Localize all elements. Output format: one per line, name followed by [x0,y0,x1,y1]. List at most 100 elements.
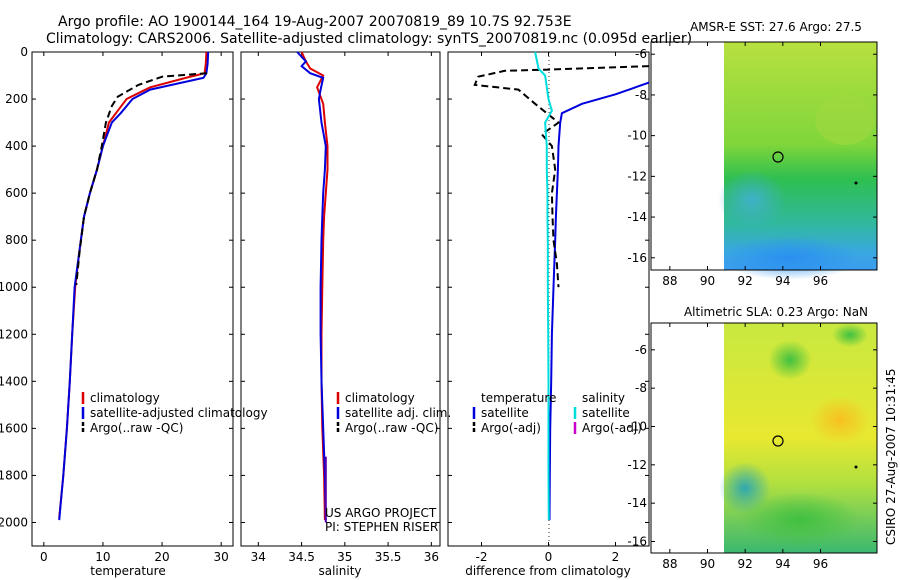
x-tick-label: 35.5 [375,550,402,564]
legend-label-sal-satellite: satellite [582,406,630,420]
sla-map-title: Altimetric SLA: 0.23 Argo: NaN [684,305,868,319]
depth-tick-label: 0 [20,45,28,59]
sst-field [724,42,877,270]
difference-legend: temperature satellite Argo(-adj) salinit… [472,391,642,435]
csiro-timestamp: CSIRO 27-Aug-2007 10:31:45 [884,369,898,545]
x-tick-label: 34.5 [288,550,315,564]
difference-x-axis: -2 0 2 [476,52,620,564]
sla-high-patch [810,396,870,444]
series-line-satellite-adjusted-climatology [58,51,210,521]
salinity-x-axis: 34 34.5 35 35.5 36 [251,52,439,564]
series-line-temperature-argo-adj [473,65,650,288]
map-x-tick-label: 96 [813,274,828,288]
map-y-tick-label: -8 [635,88,647,102]
argo-track-dot [854,181,858,185]
temperature-axis-label: temperature [90,564,165,578]
x-tick-label: 10 [95,550,110,564]
salinity-panel-frame [240,51,441,547]
map-y-tick-label: -6 [635,47,647,61]
map-x-tick-label: 94 [775,557,790,571]
depth-tick-label: 2000 [0,515,28,529]
sst-cold-patch [720,236,860,280]
sla-map-frame [650,322,878,554]
map-y-tick-label: -16 [627,251,647,265]
map-y-tick-label: -16 [627,535,647,549]
project-credit: US ARGO PROJECT [325,506,437,520]
map-x-tick-label: 90 [700,274,715,288]
map-x-tick-label: 90 [700,557,715,571]
sla-low-patch [832,323,868,347]
legend-group-temperature: temperature [481,391,556,405]
legend-label-argo: Argo(..raw -QC) [345,421,438,435]
argo-float-marker [772,435,784,447]
map-y-tick-label: -6 [635,343,647,357]
series-layer [58,51,650,523]
depth-tick-label: 1800 [0,468,28,482]
sla-low-patch [768,340,812,380]
legend-label-temp-satellite: satellite [481,406,529,420]
depth-tick-label: 1000 [0,280,28,294]
salinity-legend: climatology satellite adj. clim. Argo(..… [336,391,451,435]
map-x-tick-label: 94 [775,274,790,288]
sla-map: 88 90 92 94 96 -6 -8 -10 -12 -14 -16 [627,322,878,571]
difference-axis-label: difference from climatology [465,564,631,578]
map-x-tick-label: 88 [662,274,677,288]
x-tick-label: 34 [251,550,266,564]
depth-tick-label: 1600 [0,421,28,435]
figure-title-line1: Argo profile: AO 1900144_164 19-Aug-2007… [58,14,572,30]
x-tick-label: 20 [154,550,169,564]
x-tick-label: 0 [545,550,553,564]
sst-map-axes: 88 90 92 94 96 -6 -8 -10 -12 -14 -16 [627,42,877,288]
sla-map-axes: 88 90 92 94 96 -6 -8 -10 -12 -14 -16 [627,323,877,571]
depth-axis: 0 200 400 600 800 1000 1200 1400 1600 1800 2000 [0,45,649,529]
temperature-x-axis: 0 10 20 30 [40,52,229,564]
depth-tick-label: 1200 [0,327,28,341]
depth-tick-label: 600 [5,186,28,200]
legend-label-satellite: satellite adj. clim. [345,406,451,420]
salinity-axis-label: salinity [318,564,361,578]
depth-tick-label: 200 [5,92,28,106]
depth-tick-label: 1400 [0,374,28,388]
map-x-tick-label: 96 [813,557,828,571]
map-y-tick-label: -14 [627,210,647,224]
legend-label-argo: Argo(..raw -QC) [90,421,183,435]
sst-cool-patch [718,170,786,230]
legend-label-temp-argo: Argo(-adj) [481,421,541,435]
map-x-tick-label: 92 [738,557,753,571]
legend-label-sal-argo: Argo(-adj) [582,421,642,435]
map-y-tick-label: -14 [627,496,647,510]
sla-green-patch [740,492,860,548]
sst-map-title: AMSR-E SST: 27.6 Argo: 27.5 [690,20,862,34]
x-tick-label: 30 [214,550,229,564]
series-line-argo-raw-qc [75,72,208,285]
series-line-temperature-satellite [548,81,650,521]
legend-label-climatology: climatology [345,391,415,405]
pi-credit: PI: STEPHEN RISER [325,520,438,534]
map-y-tick-label: -12 [627,169,647,183]
depth-tick-label: 800 [5,233,28,247]
temperature-legend: climatology satellite-adjusted climatolo… [81,391,268,435]
x-tick-label: 2 [612,550,620,564]
series-line-climatology [58,51,208,518]
argo-float-marker [772,151,784,163]
map-y-tick-label: -10 [627,420,647,434]
sst-warm-patch [815,95,875,145]
sst-map: 88 90 92 94 96 -6 -8 -10 -12 -14 -16 [627,41,878,288]
sst-map-frame [650,41,878,271]
map-y-tick-label: -12 [627,458,647,472]
x-tick-label: 0 [40,550,48,564]
map-y-tick-label: -10 [627,129,647,143]
map-y-tick-label: -8 [635,381,647,395]
argo-track-dot [854,465,858,469]
figure-title-line2: Climatology: CARS2006. Satellite-adjuste… [46,31,692,47]
legend-group-salinity: salinity [582,391,625,405]
series-line-salinity-satellite [534,51,553,521]
map-x-tick-label: 88 [662,557,677,571]
x-tick-label: 36 [424,550,439,564]
depth-tick-label: 400 [5,139,28,153]
x-tick-label: 35 [337,550,352,564]
map-x-tick-label: 92 [738,274,753,288]
legend-label-satellite: satellite-adjusted climatology [90,406,268,420]
x-tick-label: -2 [476,550,488,564]
